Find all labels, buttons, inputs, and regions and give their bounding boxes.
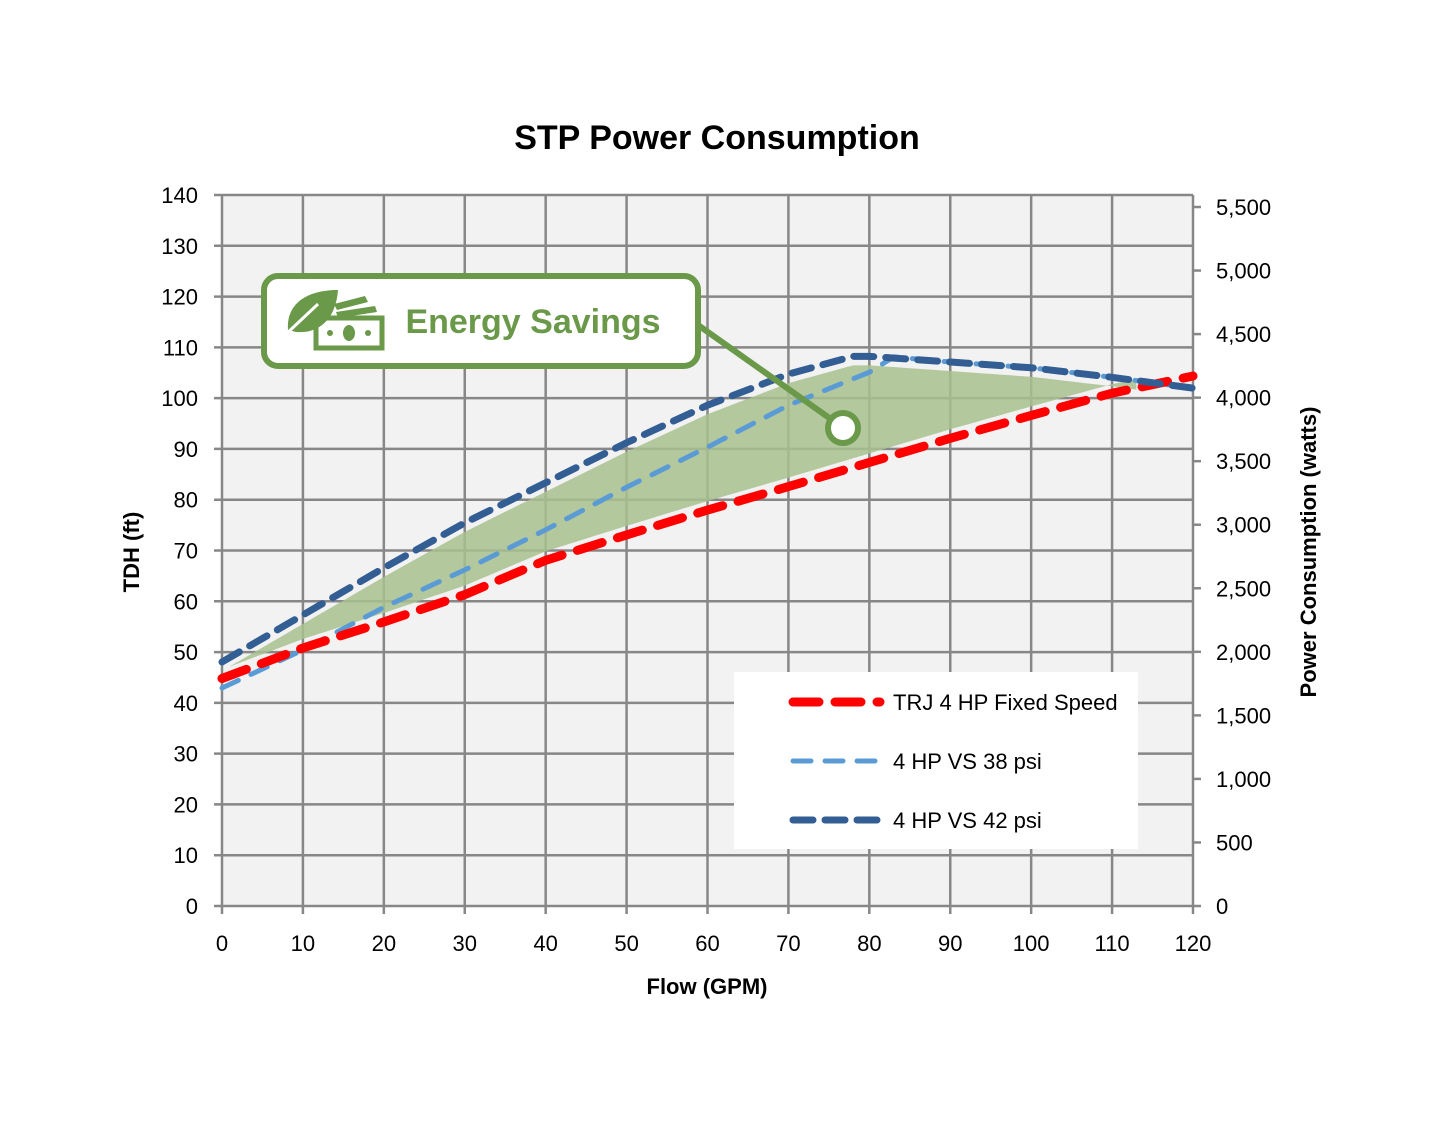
x-tick-label: 30 <box>453 931 477 956</box>
y-tick-label: 40 <box>174 691 198 716</box>
leaf-money-icon <box>282 290 385 351</box>
y2-tick-label: 3,500 <box>1216 449 1271 474</box>
series-line-0 <box>217 371 1198 684</box>
series-lines <box>217 352 1198 691</box>
legend-label: TRJ 4 HP Fixed Speed <box>893 690 1118 715</box>
legend: TRJ 4 HP Fixed Speed 4 HP VS 38 psi 4 HP V… <box>734 672 1138 849</box>
callout-label: Energy Savings <box>405 303 660 341</box>
y-tick-label: 130 <box>161 234 198 259</box>
y2-tick-label: 4,000 <box>1216 386 1271 411</box>
x-tick-label: 0 <box>216 931 228 956</box>
y-tick-label: 10 <box>174 843 198 868</box>
x-tick-label: 50 <box>614 931 638 956</box>
y-tick-label: 90 <box>174 437 198 462</box>
y2-tick-label: 1,500 <box>1216 703 1271 728</box>
y-tick-label: 110 <box>163 335 198 360</box>
x-tick-label: 110 <box>1095 931 1130 956</box>
y2-tick-label: 2,500 <box>1216 576 1271 601</box>
x-tick-label: 90 <box>938 931 962 956</box>
y-tick-label: 30 <box>174 742 198 767</box>
y-tick-label: 120 <box>161 285 198 310</box>
y-tick-label: 0 <box>186 894 198 919</box>
savings-shaded-area <box>230 365 1137 667</box>
x-tick-label: 10 <box>291 931 315 956</box>
y-tick-label: 60 <box>174 589 198 614</box>
y2-tick-label: 500 <box>1216 830 1253 855</box>
x-tick-label: 70 <box>776 931 800 956</box>
x-tick-labels: 0 10 20 30 40 50 60 70 80 90 100 110 120 <box>216 931 1211 956</box>
legend-label: 4 HP VS 38 psi <box>893 749 1042 774</box>
y-tick-label: 50 <box>174 640 198 665</box>
savings-area <box>230 365 1137 667</box>
chart-title: STP Power Consumption <box>514 119 920 157</box>
x-tick-label: 20 <box>372 931 396 956</box>
y2-tick-label: 4,500 <box>1216 322 1271 347</box>
callout-marker <box>825 410 861 446</box>
y-tick-label: 70 <box>174 539 198 564</box>
y-tick-label: 100 <box>161 386 198 411</box>
y-tick-label: 80 <box>174 488 198 513</box>
y2-tick-label: 5,500 <box>1216 195 1271 220</box>
y2-axis-label: Power Consumption (watts) <box>1296 407 1321 698</box>
y-tick-label: 140 <box>161 183 198 208</box>
x-tick-label: 120 <box>1175 931 1212 956</box>
x-tick-label: 60 <box>695 931 719 956</box>
y2-tick-label: 5,000 <box>1216 259 1271 284</box>
y2-tick-labels: 0 500 1,000 1,500 2,000 2,500 3,000 3,500 4,000 4… <box>1216 195 1271 919</box>
y2-tick-label: 1,000 <box>1216 767 1271 792</box>
x-tick-label: 100 <box>1013 931 1050 956</box>
series-line-2 <box>218 352 1197 666</box>
energy-savings-callout: Energy Savings <box>261 273 861 446</box>
x-axis-label: Flow (GPM) <box>647 974 768 999</box>
x-tick-label: 40 <box>533 931 557 956</box>
y2-tick-label: 3,000 <box>1216 513 1271 538</box>
y-tick-labels: 0 10 20 30 40 50 60 70 80 90 100 110 120 130 140 <box>161 183 198 919</box>
y-axis-label: TDH (ft) <box>119 512 144 593</box>
y2-tick-label: 2,000 <box>1216 640 1271 665</box>
y2-tick-label: 0 <box>1216 894 1228 919</box>
legend-label: 4 HP VS 42 psi <box>893 808 1042 833</box>
y-tick-label: 20 <box>174 792 198 817</box>
x-tick-label: 80 <box>857 931 881 956</box>
